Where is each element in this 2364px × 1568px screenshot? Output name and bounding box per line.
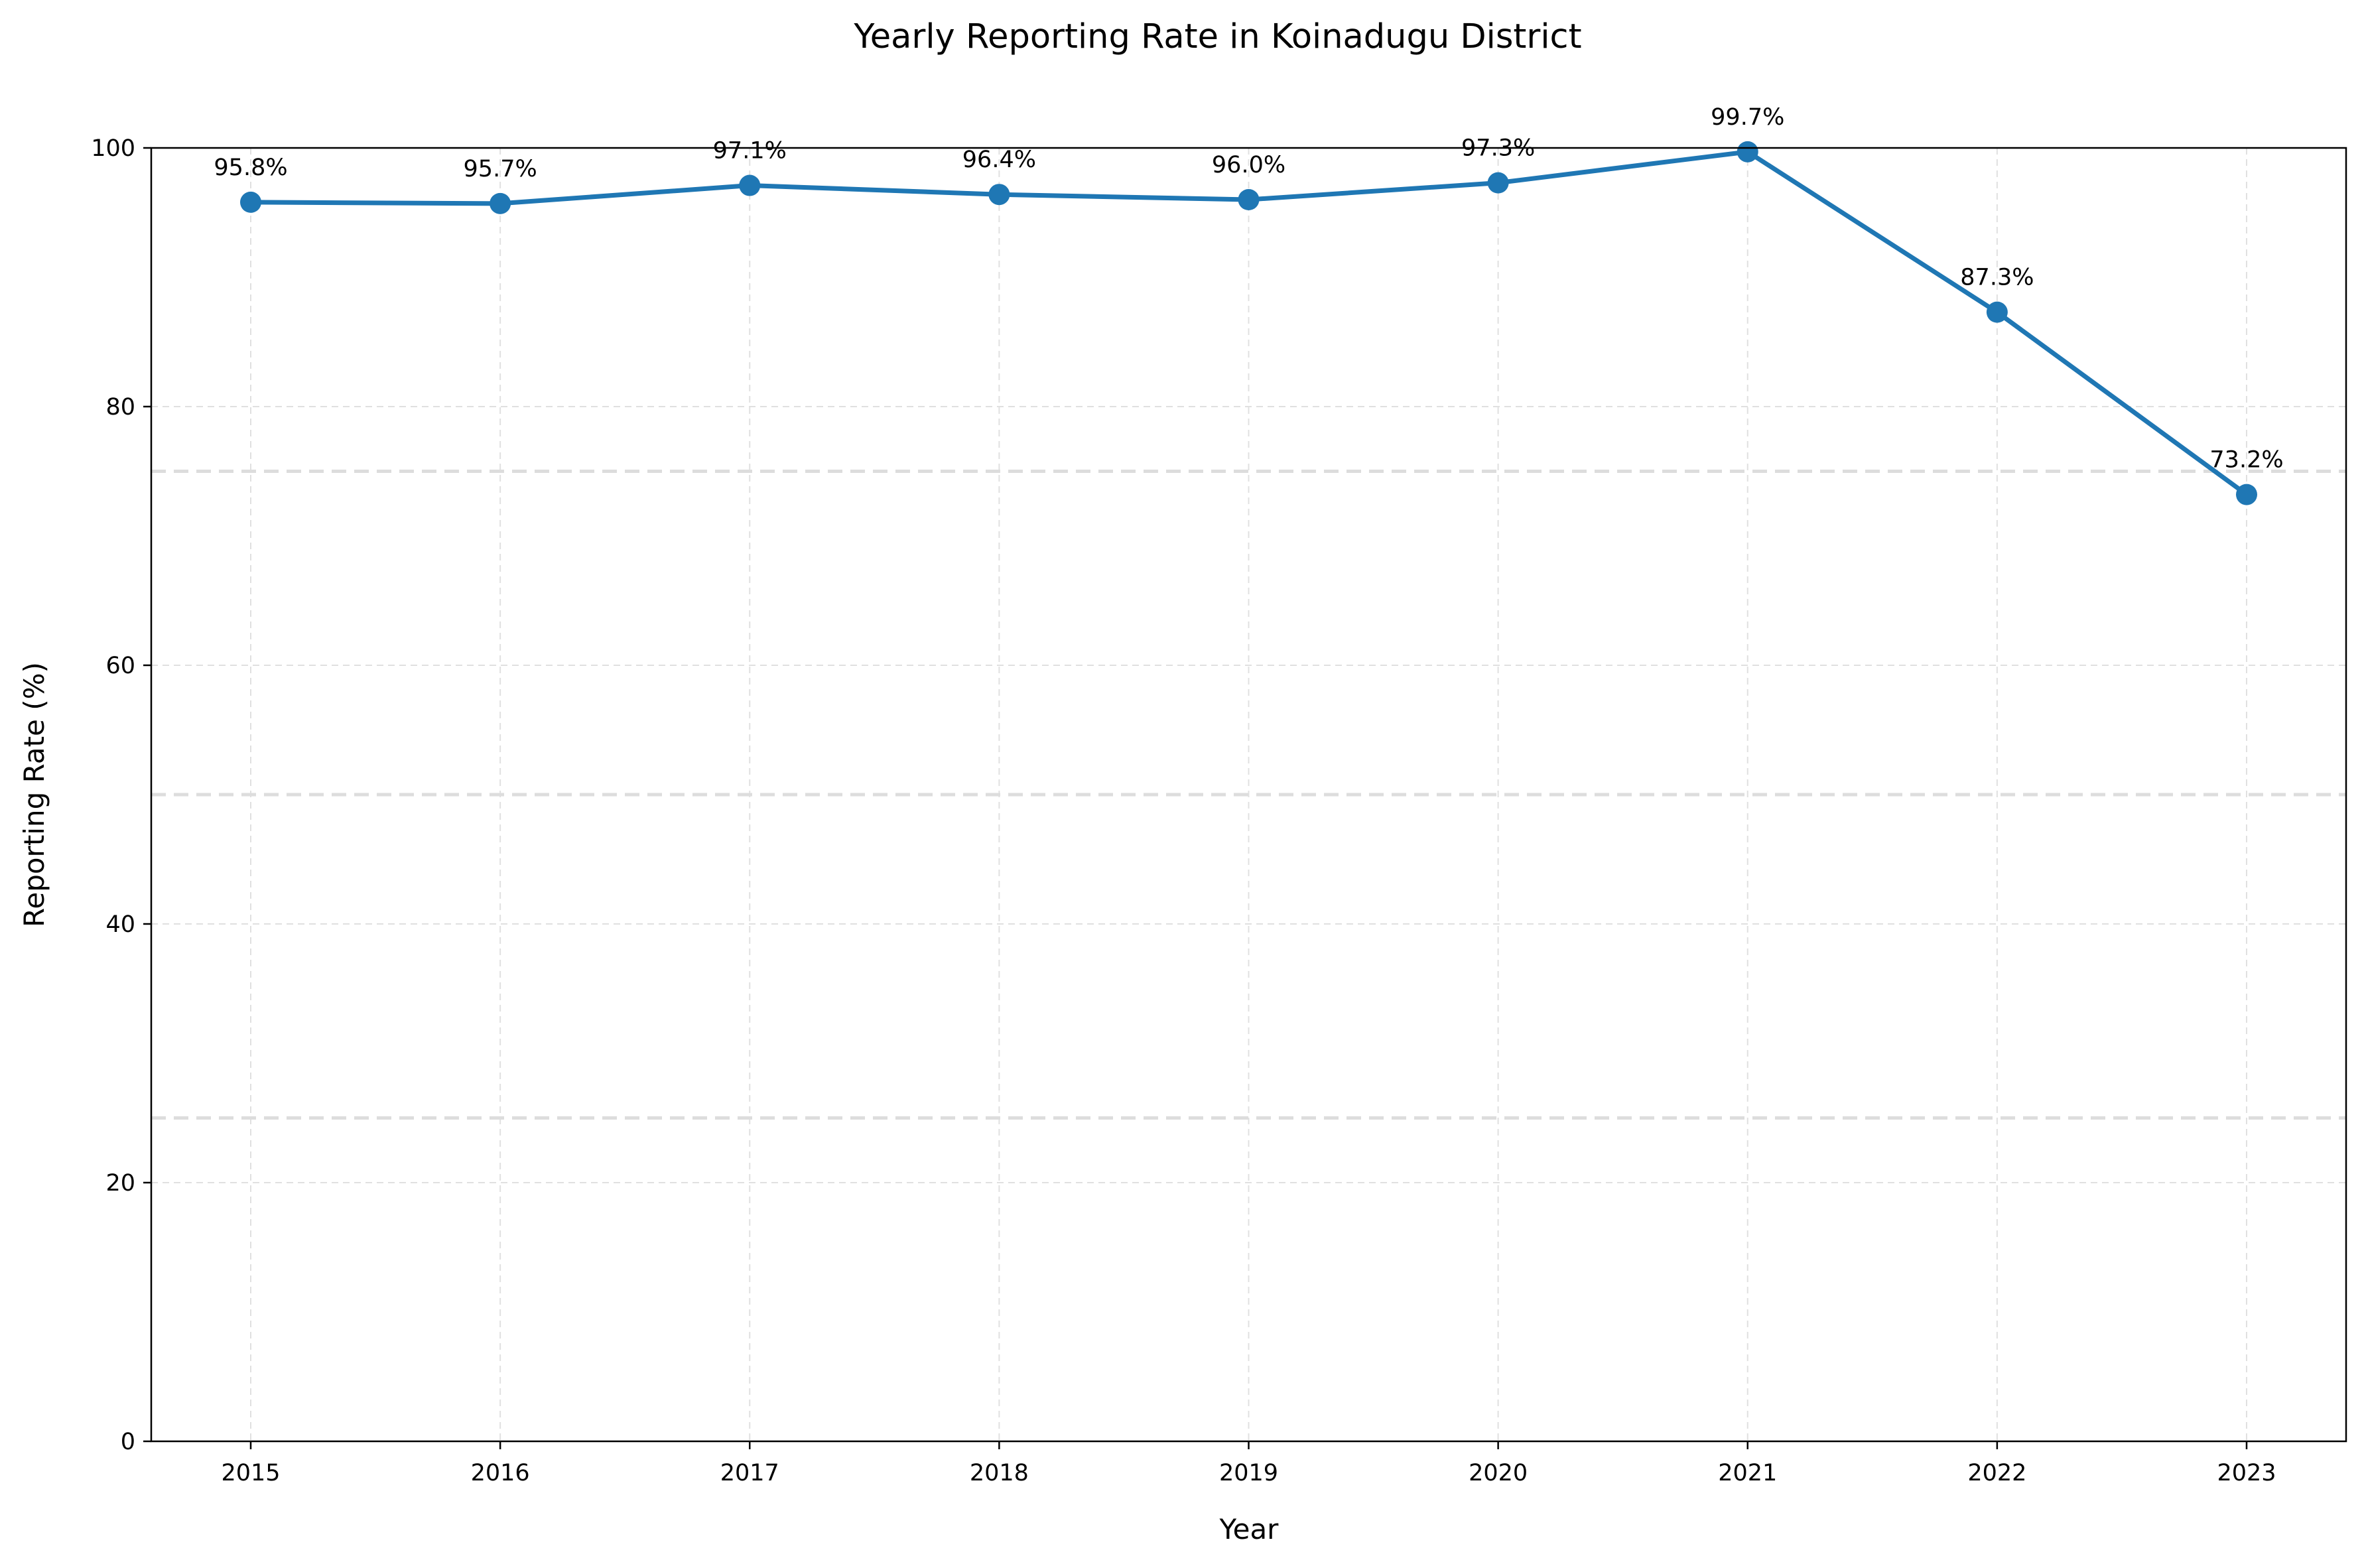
data-label-2023: 73.2% <box>2209 447 2283 474</box>
y-tick-label: 20 <box>105 1170 135 1197</box>
x-tick-label: 2017 <box>720 1460 779 1486</box>
data-point-2020 <box>1487 172 1509 194</box>
data-label-2016: 95.7% <box>464 156 537 182</box>
y-axis-title: Reporting Rate (%) <box>18 662 50 927</box>
data-label-2022: 87.3% <box>1960 265 2034 291</box>
chart-title: Yearly Reporting Rate in Koinadugu Distr… <box>853 17 1581 56</box>
data-point-2016 <box>490 192 511 214</box>
data-point-2022 <box>1986 301 2008 323</box>
y-tick-label: 0 <box>121 1429 135 1455</box>
data-point-2015 <box>240 191 261 213</box>
y-tick-label: 80 <box>105 394 135 421</box>
x-tick-label: 2023 <box>2217 1460 2276 1486</box>
data-label-2015: 95.8% <box>214 155 287 181</box>
x-tick-label: 2018 <box>970 1460 1029 1486</box>
data-label-2021: 99.7% <box>1711 104 1784 131</box>
data-point-2021 <box>1737 141 1758 163</box>
axes: 0 20 40 60 80 100 2015 2016 2017 2018 2019 2020 2021… <box>91 135 2347 1486</box>
y-tick-label: 60 <box>105 653 135 679</box>
x-tick-label: 2020 <box>1469 1460 1528 1486</box>
x-tick-label: 2015 <box>221 1460 280 1486</box>
y-tick-label: 100 <box>91 135 135 162</box>
x-tick-label: 2022 <box>1967 1460 2026 1486</box>
x-tick-label: 2021 <box>1718 1460 1777 1486</box>
data-point-2018 <box>988 184 1010 206</box>
series <box>240 141 2257 505</box>
data-point-2019 <box>1238 189 1260 210</box>
y-tick-label: 40 <box>105 911 135 938</box>
data-point-2023 <box>2236 484 2257 505</box>
data-point-2017 <box>739 174 761 196</box>
data-label-2017: 97.1% <box>713 138 787 164</box>
data-label-2018: 96.4% <box>962 147 1036 173</box>
data-labels: 95.8% 95.7% 97.1% 96.4% 96.0% 97.3% 99.7% 87.3%… <box>214 104 2283 474</box>
x-axis-title: Year <box>1219 1513 1280 1545</box>
reference-lines <box>151 470 2346 1120</box>
data-label-2020: 97.3% <box>1461 135 1535 162</box>
data-label-2019: 96.0% <box>1212 152 1285 178</box>
x-tick-label: 2016 <box>471 1460 530 1486</box>
x-tick-label: 2019 <box>1219 1460 1278 1486</box>
